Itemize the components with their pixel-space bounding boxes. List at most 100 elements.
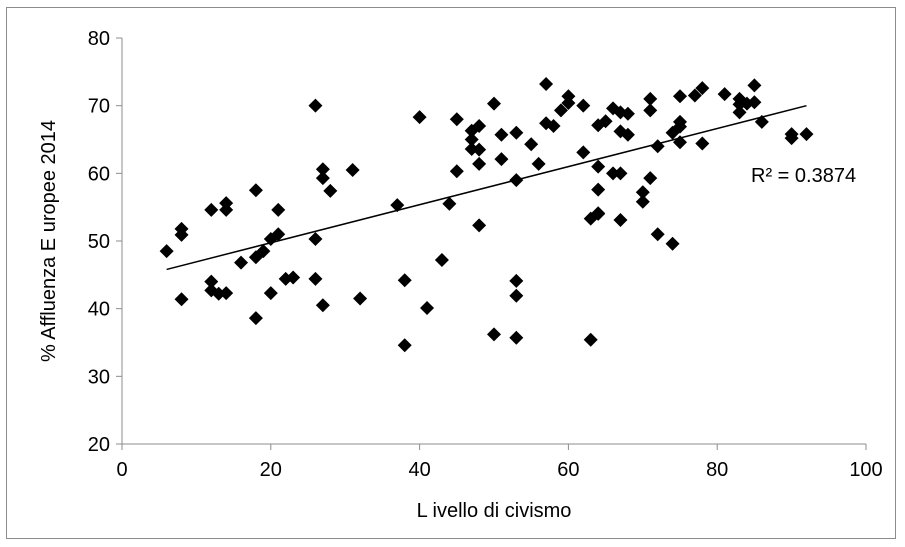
data-point xyxy=(345,162,360,177)
data-point xyxy=(494,127,509,142)
y-tick-label: 50 xyxy=(88,231,110,253)
data-point xyxy=(643,91,658,106)
data-point xyxy=(397,273,412,288)
data-point xyxy=(524,137,539,152)
data-point xyxy=(449,112,464,127)
data-point xyxy=(576,98,591,113)
data-point xyxy=(613,213,628,228)
data-point xyxy=(576,145,591,160)
data-point xyxy=(613,166,628,181)
data-point xyxy=(620,127,635,142)
data-point xyxy=(687,88,702,103)
data-point xyxy=(397,338,412,353)
data-point xyxy=(494,152,509,167)
data-point xyxy=(613,124,628,139)
data-point xyxy=(635,194,650,209)
y-tick-label: 70 xyxy=(88,96,110,118)
data-point xyxy=(673,89,687,104)
data-point xyxy=(472,142,487,157)
data-point xyxy=(747,95,762,110)
data-point xyxy=(606,166,621,181)
data-point xyxy=(509,273,524,288)
data-point xyxy=(219,286,234,301)
data-point xyxy=(509,288,524,303)
data-point xyxy=(219,202,234,217)
data-point xyxy=(256,244,271,259)
data-point xyxy=(539,77,554,92)
y-axis-title: % Affluenza E uropee 2014 xyxy=(38,120,60,362)
trendline-line xyxy=(166,104,807,271)
y-tick-label: 30 xyxy=(88,366,110,388)
x-tick-label: 40 xyxy=(408,459,430,481)
data-point xyxy=(635,185,650,200)
y-tick-label: 40 xyxy=(88,299,110,321)
data-point xyxy=(286,270,301,285)
data-point xyxy=(509,125,524,140)
r-squared-label: R² = 0.3874 xyxy=(751,165,856,187)
data-point xyxy=(695,81,710,96)
data-point xyxy=(204,274,219,289)
data-point xyxy=(561,95,576,110)
data-point xyxy=(487,327,501,342)
data-point xyxy=(308,231,323,246)
data-point xyxy=(315,171,330,186)
data-point xyxy=(546,118,561,133)
data-point xyxy=(420,300,435,315)
data-point xyxy=(174,227,189,242)
x-axis-title: L ivello di civismo xyxy=(417,500,572,522)
data-point xyxy=(248,311,263,326)
data-point xyxy=(308,98,323,113)
data-point xyxy=(204,202,219,217)
data-point xyxy=(234,255,249,270)
data-point xyxy=(747,78,762,93)
data-point xyxy=(539,116,554,131)
data-point xyxy=(174,292,189,307)
data-point xyxy=(509,330,524,345)
x-tick-label: 60 xyxy=(557,459,579,481)
scatter-chart: 20 30 40 50 60 70 80 0 20 40 60 80 100 R² = 0.3874 L… xyxy=(38,28,883,522)
data-point xyxy=(159,244,174,259)
data-point xyxy=(263,286,278,301)
data-point xyxy=(665,236,680,251)
data-point xyxy=(784,131,799,146)
x-tick-label: 0 xyxy=(116,459,127,481)
x-tick-label: 20 xyxy=(260,459,282,481)
data-point xyxy=(732,105,747,120)
data-point xyxy=(323,183,338,198)
data-point xyxy=(308,271,323,286)
data-point xyxy=(487,96,501,111)
data-point xyxy=(583,332,598,347)
data-point xyxy=(643,103,658,118)
data-point xyxy=(464,132,479,147)
data-point xyxy=(412,110,427,125)
data-point xyxy=(591,206,606,221)
data-point xyxy=(472,118,487,133)
x-tick-label: 80 xyxy=(706,459,728,481)
chart-area: 20 30 40 50 60 70 80 0 20 40 60 80 100 R² = 0.3874 L… xyxy=(6,7,896,539)
y-tick-label: 60 xyxy=(88,163,110,185)
data-point xyxy=(271,202,286,217)
data-point xyxy=(315,162,330,177)
axes: 20 30 40 50 60 70 80 0 20 40 60 80 100 xyxy=(88,28,883,481)
y-tick-label: 20 xyxy=(88,434,110,456)
data-point xyxy=(643,171,658,186)
data-point xyxy=(598,114,613,129)
data-markers xyxy=(159,77,814,353)
data-point xyxy=(650,139,665,154)
data-point xyxy=(472,156,487,171)
data-point xyxy=(271,227,286,242)
data-point xyxy=(695,136,710,151)
data-point xyxy=(591,182,606,197)
data-point xyxy=(717,87,732,102)
data-point xyxy=(315,298,330,313)
data-point xyxy=(799,127,814,142)
data-point xyxy=(434,252,449,267)
y-tick-label: 80 xyxy=(88,28,110,50)
data-point xyxy=(620,106,635,121)
data-point xyxy=(442,196,457,211)
data-point xyxy=(449,164,464,179)
data-point xyxy=(353,291,368,306)
x-tick-label: 100 xyxy=(849,459,882,481)
data-point xyxy=(553,103,568,118)
data-point xyxy=(472,218,487,233)
